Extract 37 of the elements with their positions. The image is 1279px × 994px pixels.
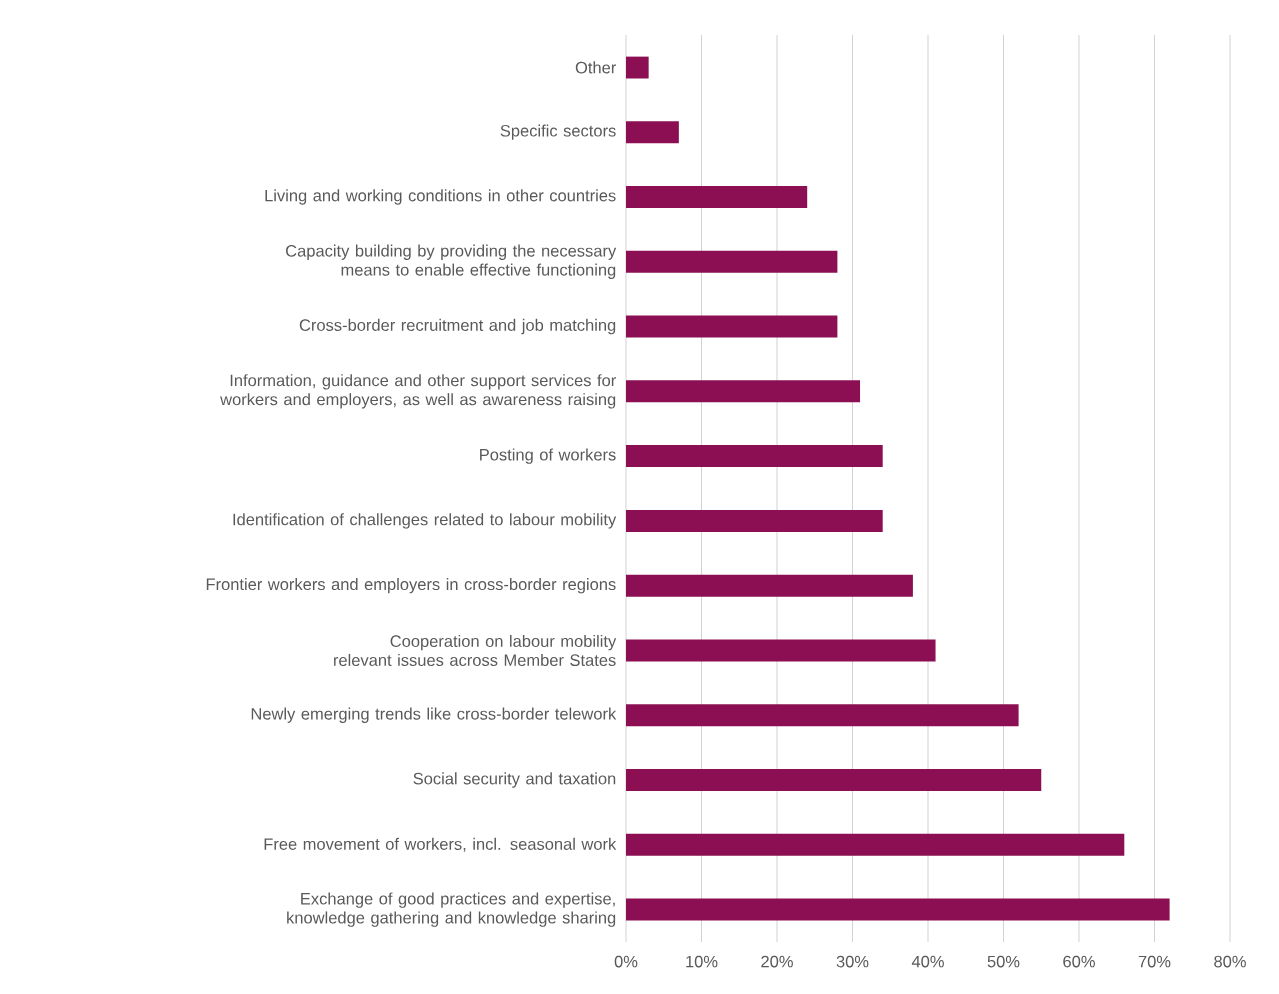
y-tick-label: Cross-border recruitment and job matching [299,318,616,335]
bar [626,56,649,79]
y-tick-label: Living and working conditions in other countries [265,189,616,205]
y-tick-label: Free movement of workers, incl. seasonal work [264,837,617,852]
x-tick-label: 10% [686,955,718,968]
x-tick-label: 20% [761,955,793,968]
x-tick-label: 50% [987,955,1020,968]
x-tick-label: 80% [1214,955,1246,968]
y-tick-label: Specific sectors [500,124,616,140]
bar [626,185,808,208]
bar [626,250,838,273]
bar [626,898,1170,921]
y-tick-label: Exchange of good practices and expertise, knowledge gathering and knowledge sharing [287,892,616,927]
y-tick-label: Social security and taxation [413,772,616,788]
y-tick-label: Identification of challenges related to labour mobility [233,513,617,529]
x-tick-label: 60% [1063,955,1095,968]
x-tick-label: 0% [614,955,638,968]
y-tick-label: Information, guidance and other support services for workers and employers, as well as awareness raising [220,374,616,409]
bar [626,380,861,403]
bar [626,509,883,532]
y-tick-label: Capacity building by providing the necessary means to enable effective functioning [286,244,617,279]
y-tick-label: Cooperation on labour mobility relevant issues across Member States [334,634,617,667]
bar [626,574,913,597]
bar [626,833,1125,856]
y-tick-label: Posting of workers [480,448,616,464]
bar [626,445,883,468]
x-tick-label: 30% [836,955,869,968]
x-tick-label: 40% [911,955,944,968]
x-tick-label: 70% [1138,955,1171,968]
y-tick-label: Other [575,61,617,74]
y-tick-label: Newly emerging trends like cross-border telework [251,707,617,723]
bar [626,121,679,144]
bar [626,769,1042,792]
bar [626,315,838,338]
y-tick-label: Frontier workers and employers in cross-border regions [206,578,616,594]
bar [626,704,1019,727]
bar [626,639,936,662]
